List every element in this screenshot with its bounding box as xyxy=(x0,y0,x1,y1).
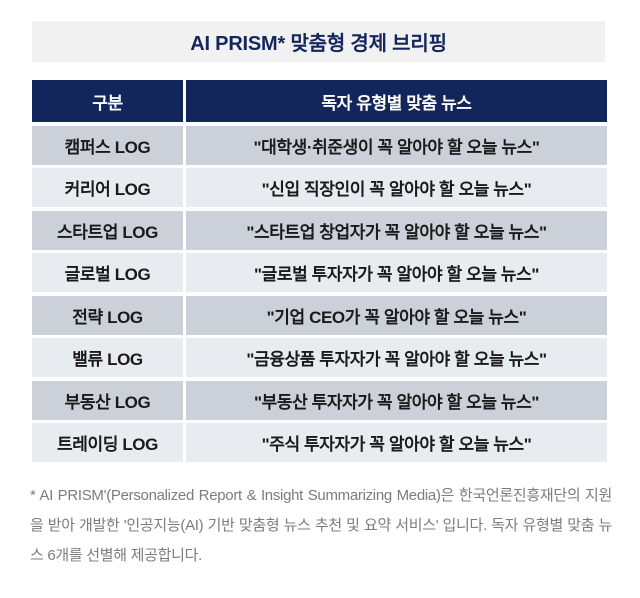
table-row: 부동산 LOG "부동산 투자자가 꼭 알아야 할 오늘 뉴스" xyxy=(32,380,607,420)
briefing-title-banner: AI PRISM* 맞춤형 경제 브리핑 xyxy=(32,21,605,62)
category-cell: 글로벌 LOG xyxy=(32,253,183,292)
news-cell: "주식 투자자가 꼭 알아야 할 오늘 뉴스" xyxy=(186,423,607,462)
column-header-news: 독자 유형별 맞춤 뉴스 xyxy=(186,80,607,122)
category-cell: 부동산 LOG xyxy=(32,380,183,420)
news-cell: "부동산 투자자가 꼭 알아야 할 오늘 뉴스" xyxy=(186,380,607,420)
category-cell: 밸류 LOG xyxy=(32,338,183,377)
page-title: AI PRISM* 맞춤형 경제 브리핑 xyxy=(190,33,447,55)
column-header-category: 구분 xyxy=(32,80,183,122)
category-cell: 전략 LOG xyxy=(32,295,183,335)
news-cell: "금융상품 투자자가 꼭 알아야 할 오늘 뉴스" xyxy=(186,338,607,377)
footnote-text: * AI PRISM'(Personalized Report & Insigh… xyxy=(30,487,612,564)
news-cell: "스타트업 창업자가 꼭 알아야 할 오늘 뉴스" xyxy=(186,210,607,250)
category-cell: 커리어 LOG xyxy=(32,168,183,207)
table-row: 트레이딩 LOG "주식 투자자가 꼭 알아야 할 오늘 뉴스" xyxy=(32,423,607,462)
table-row: 스타트업 LOG "스타트업 창업자가 꼭 알아야 할 오늘 뉴스" xyxy=(32,210,607,250)
category-cell: 캠퍼스 LOG xyxy=(32,125,183,165)
table-row: 글로벌 LOG "글로벌 투자자가 꼭 알아야 할 오늘 뉴스" xyxy=(32,253,607,292)
table-row: 캠퍼스 LOG "대학생·취준생이 꼭 알아야 할 오늘 뉴스" xyxy=(32,125,607,165)
news-cell: "글로벌 투자자가 꼭 알아야 할 오늘 뉴스" xyxy=(186,253,607,292)
category-cell: 트레이딩 LOG xyxy=(32,423,183,462)
table-row: 전략 LOG "기업 CEO가 꼭 알아야 할 오늘 뉴스" xyxy=(32,295,607,335)
category-cell: 스타트업 LOG xyxy=(32,210,183,250)
briefing-table: 구분 독자 유형별 맞춤 뉴스 캠퍼스 LOG "대학생·취준생이 꼭 알아야 … xyxy=(32,80,607,462)
news-cell: "기업 CEO가 꼭 알아야 할 오늘 뉴스" xyxy=(186,295,607,335)
table-row: 밸류 LOG "금융상품 투자자가 꼭 알아야 할 오늘 뉴스" xyxy=(32,338,607,377)
news-cell: "대학생·취준생이 꼭 알아야 할 오늘 뉴스" xyxy=(186,125,607,165)
table-row: 커리어 LOG "신입 직장인이 꼭 알아야 할 오늘 뉴스" xyxy=(32,168,607,207)
table-header-row: 구분 독자 유형별 맞춤 뉴스 xyxy=(32,80,607,122)
news-cell: "신입 직장인이 꼭 알아야 할 오늘 뉴스" xyxy=(186,168,607,207)
